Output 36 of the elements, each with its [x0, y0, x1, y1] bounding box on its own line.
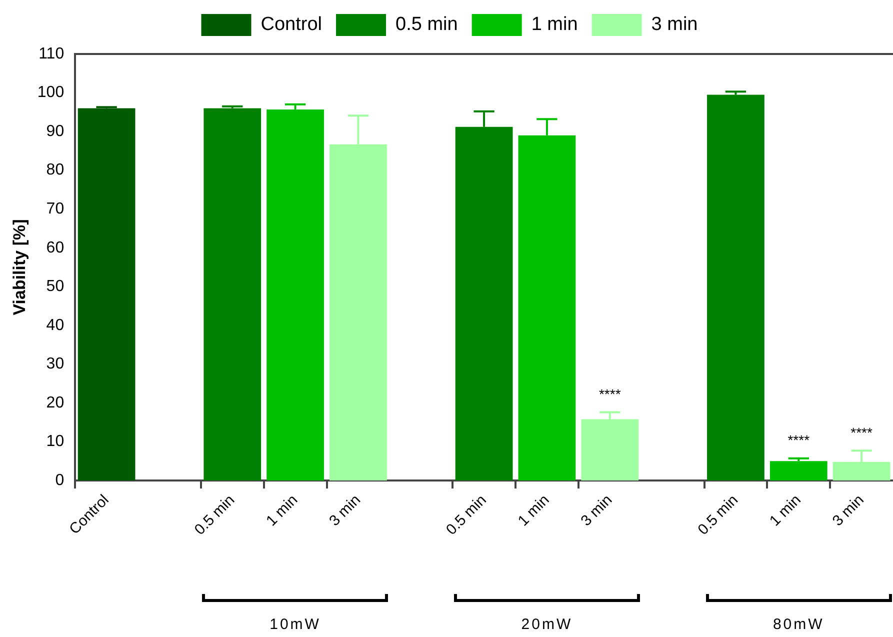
data-label: ****: [850, 424, 873, 440]
x-tick-label: 1 min: [514, 492, 553, 530]
y-axis-title: Viability [%]: [10, 219, 29, 316]
legend-label: Control: [260, 14, 322, 36]
x-tick-label: 3 min: [578, 492, 616, 530]
y-tick-label: 0: [55, 472, 64, 489]
bar: [204, 108, 262, 480]
legend-label: 3 min: [651, 14, 698, 36]
x-tick-label: 1 min: [263, 492, 302, 530]
y-tick-label: 60: [46, 239, 64, 256]
data-label: ****: [788, 432, 810, 448]
x-tick-label: 0.5 min: [191, 492, 238, 538]
y-tick-label: 20: [46, 394, 64, 412]
x-tick-label: 3 min: [829, 492, 868, 530]
y-tick-label: 80: [46, 162, 64, 179]
y-tick-label: 90: [46, 122, 64, 140]
text: 20mW: [520, 616, 574, 633]
text: 10mW: [268, 616, 322, 633]
y-tick-label: 30: [46, 356, 64, 373]
bar: [770, 461, 828, 480]
x-tick-label: 0.5 min: [442, 492, 490, 538]
y-tick-label: 10: [46, 433, 64, 450]
bar: [78, 108, 136, 480]
x-tick-label: 3 min: [326, 492, 364, 530]
y-tick-label: 70: [46, 200, 64, 218]
text: 80mW: [772, 616, 826, 633]
y-tick-label: 100: [37, 84, 64, 102]
data-label: ****: [598, 386, 622, 402]
legend-label: 0.5 min: [396, 14, 458, 36]
y-tick-label: 110: [38, 45, 64, 62]
y-tick-label: 40: [46, 316, 64, 334]
legend-label: 1 min: [531, 14, 578, 36]
y-tick-label: 50: [46, 278, 64, 296]
x-tick-label: 0.5 min: [694, 492, 742, 538]
x-tick-label: 1 min: [766, 492, 804, 530]
bar: [707, 94, 764, 480]
